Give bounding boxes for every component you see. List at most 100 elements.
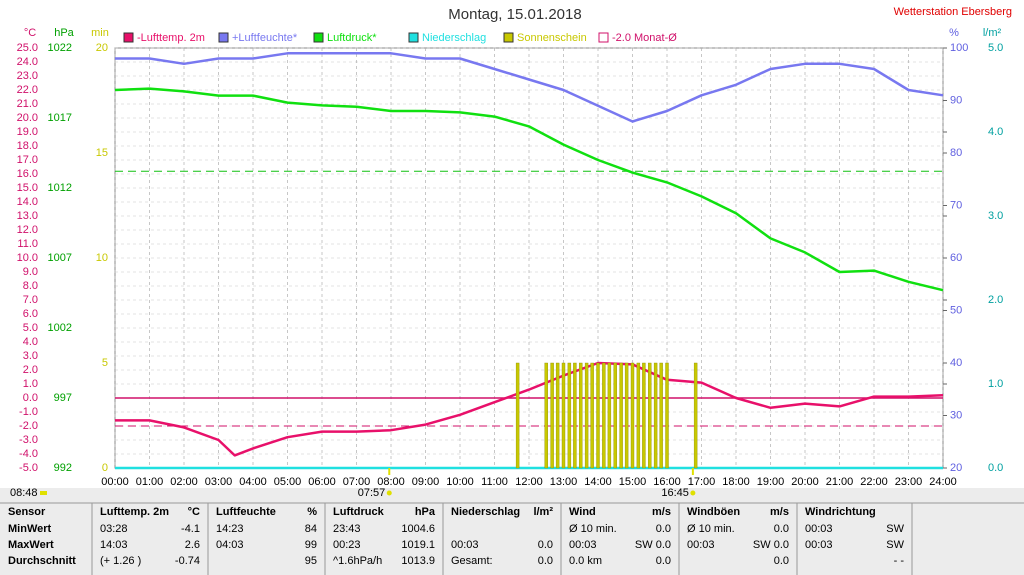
y-tick-label: 11.0	[17, 238, 38, 250]
axis-unit: %	[949, 27, 959, 39]
table-cell: m/s	[770, 506, 789, 518]
table-cell: hPa	[415, 506, 436, 518]
sunshine-bar	[630, 362, 635, 469]
table-cell: 23:43	[333, 523, 361, 535]
station-name: Wetterstation Ebersberg	[894, 6, 1012, 18]
x-tick-label: 04:00	[239, 476, 267, 488]
legend-swatch	[218, 32, 229, 43]
y-tick-label: 992	[54, 462, 72, 474]
sunshine-bar	[602, 362, 606, 469]
sunshine-bar	[665, 362, 669, 469]
table-cell: 00:03	[451, 539, 479, 551]
y-tick-label: 1002	[48, 322, 72, 334]
x-tick-label: 10:00	[446, 476, 474, 488]
table-cell: MinWert	[8, 523, 52, 535]
legend-label: -2.0 Monat-Ø	[612, 32, 677, 44]
table-cell: Durchschnitt	[8, 555, 76, 567]
table-cell: Ø 10 min.	[687, 523, 735, 535]
sunshine-bar	[596, 362, 600, 469]
legend-swatch	[313, 32, 324, 43]
y-tick-label: 5.0	[988, 42, 1003, 54]
x-tick-label: 16:00	[653, 476, 681, 488]
y-tick-label: 21.0	[17, 98, 38, 110]
x-tick-label: 15:00	[619, 476, 647, 488]
sun-marker	[386, 490, 392, 496]
sunshine-bar	[659, 362, 663, 469]
table-cell: SW	[886, 539, 904, 551]
y-tick-label: -4.0	[19, 448, 38, 460]
x-tick-label: 01:00	[136, 476, 164, 488]
y-tick-label: 8.0	[23, 280, 38, 292]
table-cell: SW	[886, 523, 904, 535]
y-tick-label: 1012	[48, 182, 72, 194]
table-cell: Windrichtung	[805, 506, 876, 518]
table-cell: 0.0 km	[569, 555, 602, 567]
table-cell: Luftdruck	[333, 506, 385, 518]
table-cell: m/s	[652, 506, 671, 518]
y-tick-label: 6.0	[23, 308, 38, 320]
sunshine-bar	[555, 362, 560, 469]
y-tick-label: 1017	[48, 112, 72, 124]
sunshine-bar	[515, 362, 520, 469]
x-tick-label: 09:00	[412, 476, 440, 488]
y-tick-label: -1.0	[19, 406, 38, 418]
sunshine-bar	[624, 362, 629, 469]
table-cell: Luftfeuchte	[216, 506, 276, 518]
table-cell: 1019.1	[401, 539, 435, 551]
table-cell: 0.0	[656, 523, 671, 535]
x-tick-label: 18:00	[722, 476, 750, 488]
x-tick-label: 24:00	[929, 476, 957, 488]
table-cell: SW 0.0	[753, 539, 789, 551]
sunshine-bar	[636, 362, 641, 469]
table-cell: Sensor	[8, 506, 46, 518]
table-cell: 0.0	[774, 555, 789, 567]
table-cell: 14:03	[100, 539, 128, 551]
y-tick-label: 14.0	[17, 196, 38, 208]
sunshine-bar	[693, 362, 698, 469]
sunshine-bar	[544, 362, 548, 469]
legend-label: Niederschlag	[422, 32, 486, 44]
y-tick-label: 18.0	[17, 140, 38, 152]
axis-unit: l/m²	[983, 27, 1002, 39]
sunshine-bar	[584, 362, 589, 469]
sunshine-bar	[653, 362, 658, 469]
x-tick-label: 13:00	[550, 476, 578, 488]
corner-note: 08:48	[10, 487, 38, 499]
series-line	[115, 361, 944, 457]
axis-unit: min	[91, 27, 109, 39]
table-cell: 0.0	[774, 523, 789, 535]
x-tick-label: 02:00	[170, 476, 198, 488]
y-tick-label: 25.0	[17, 42, 38, 54]
y-tick-label: 0	[102, 462, 108, 474]
table-cell: Ø 10 min.	[569, 523, 617, 535]
table-cell: Wind	[569, 506, 596, 518]
y-tick-label: 100	[950, 42, 968, 54]
y-tick-label: 0.0	[23, 392, 38, 404]
legend-label: +Luftfeuchte*	[232, 32, 298, 44]
y-tick-label: 20.0	[17, 112, 38, 124]
sunshine-bar	[567, 362, 572, 469]
table-cell: 95	[305, 555, 317, 567]
x-tick-label: 19:00	[757, 476, 785, 488]
sunshine-bar	[590, 362, 594, 469]
table-cell: Gesamt:	[451, 555, 493, 567]
y-tick-label: 1007	[48, 252, 72, 264]
sunshine-bar	[579, 362, 583, 469]
x-tick-label: 00:00	[101, 476, 129, 488]
x-tick-label: 21:00	[826, 476, 854, 488]
series-line	[114, 87, 944, 292]
y-tick-label: 13.0	[17, 210, 38, 222]
x-tick-label: 12:00	[515, 476, 543, 488]
y-tick-label: 4.0	[23, 336, 38, 348]
x-tick-label: 11:00	[481, 476, 508, 488]
y-tick-label: 19.0	[17, 126, 38, 138]
y-tick-label: -5.0	[19, 462, 38, 474]
table-cell: 1004.6	[401, 523, 435, 535]
y-tick-label: 24.0	[17, 56, 38, 68]
sunshine-bar	[619, 362, 623, 469]
table-cell: 00:03	[687, 539, 715, 551]
table-cell: MaxWert	[8, 539, 54, 551]
table-cell: 14:23	[216, 523, 244, 535]
y-tick-label: 3.0	[988, 210, 1003, 222]
